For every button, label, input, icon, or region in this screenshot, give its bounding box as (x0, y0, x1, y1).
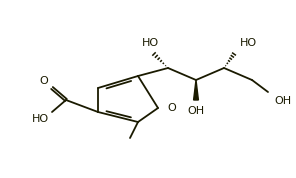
Text: OH: OH (274, 96, 291, 106)
Text: HO: HO (141, 38, 159, 48)
Text: O: O (167, 103, 176, 113)
Text: HO: HO (32, 114, 49, 124)
Polygon shape (194, 80, 198, 100)
Text: OH: OH (187, 106, 205, 116)
Text: O: O (39, 76, 48, 86)
Text: HO: HO (240, 38, 257, 48)
